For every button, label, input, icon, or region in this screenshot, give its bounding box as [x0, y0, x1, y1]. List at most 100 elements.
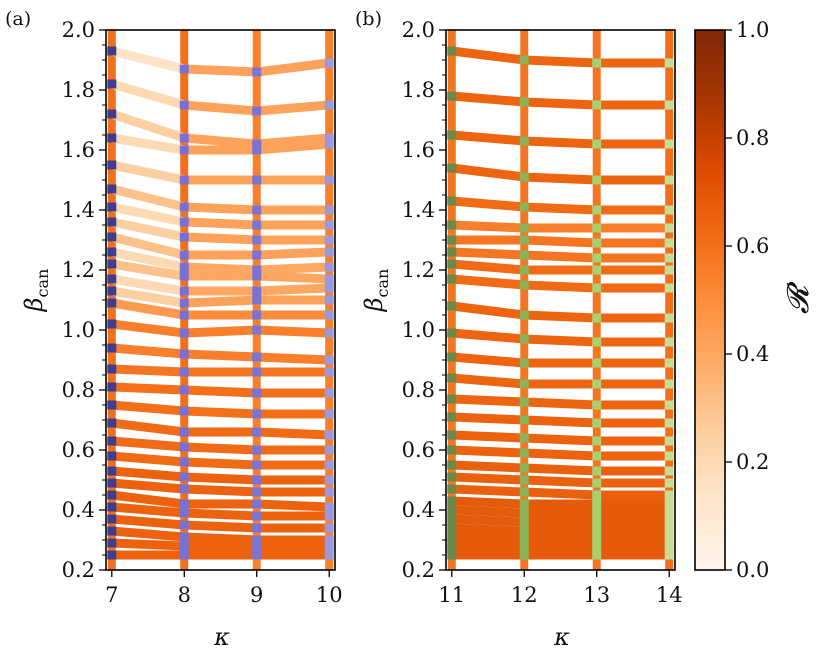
segment: [524, 97, 597, 110]
segment: [184, 385, 257, 398]
marker: [519, 463, 529, 473]
segment: [524, 280, 597, 293]
marker: [107, 418, 117, 428]
marker: [107, 202, 117, 212]
ytick-label: 0.2: [62, 558, 95, 582]
marker: [107, 79, 117, 89]
panel-a-ylabel-symbol: β: [20, 297, 48, 312]
segment: [451, 373, 525, 389]
marker: [447, 274, 457, 284]
marker: [107, 436, 117, 446]
marker: [447, 445, 457, 455]
segment: [111, 364, 185, 377]
panel-a-ylabel-sub: can: [33, 269, 52, 298]
colorbar-ticks: 0.0 0.2 0.4 0.6 0.8 1.0: [725, 18, 769, 582]
marker: [592, 379, 602, 389]
marker: [664, 313, 674, 323]
series-19: [447, 301, 674, 323]
marker: [252, 106, 262, 116]
segment: [451, 301, 525, 320]
colorbar-tick-label: 0.6: [736, 234, 769, 258]
ytick-label: 1.8: [402, 78, 435, 102]
series-18: [447, 328, 674, 347]
marker: [592, 238, 602, 248]
segment: [111, 502, 185, 518]
series-15: [107, 343, 334, 365]
marker: [252, 409, 262, 419]
segment: [451, 445, 525, 458]
segment: [111, 526, 185, 542]
segment: [524, 250, 597, 263]
marker: [179, 271, 189, 281]
marker: [107, 160, 117, 170]
marker: [664, 436, 674, 446]
marker: [664, 499, 674, 509]
marker: [107, 232, 117, 242]
marker: [252, 388, 262, 398]
segment: [111, 319, 185, 338]
marker: [447, 220, 457, 230]
segment: [111, 451, 185, 467]
marker: [107, 550, 117, 560]
series-6: [107, 490, 334, 512]
ytick-label: 1.6: [402, 138, 435, 162]
segment: [256, 352, 330, 365]
marker: [252, 265, 262, 275]
segment: [256, 133, 330, 149]
xtick-label: 8: [178, 583, 191, 607]
marker: [447, 496, 457, 506]
segment: [110, 160, 186, 185]
segment: [524, 334, 597, 347]
marker: [519, 235, 529, 245]
series-13: [447, 430, 674, 446]
colorbar-label: 𝓡: [781, 281, 816, 314]
series-14: [107, 364, 334, 377]
marker: [252, 499, 262, 509]
series-22: [447, 247, 674, 263]
segment: [524, 310, 597, 323]
segment: [111, 298, 186, 320]
ytick-label: 1.4: [402, 198, 435, 222]
segment: [451, 412, 525, 425]
segment: [451, 505, 525, 518]
series-11: [107, 418, 334, 440]
marker: [592, 451, 602, 461]
series-20: [447, 274, 674, 293]
ytick-label: 1.4: [62, 198, 95, 222]
series-17: [447, 352, 674, 368]
colorbar: 0.0 0.2 0.4 0.6 0.8 1.0 𝓡: [694, 18, 816, 582]
segment: [524, 487, 597, 500]
marker: [179, 232, 189, 242]
segment: [184, 442, 257, 455]
series-12: [107, 400, 334, 419]
series-29: [447, 46, 674, 68]
xtick-label: 7: [105, 583, 118, 607]
marker: [324, 328, 334, 338]
marker: [447, 235, 457, 245]
series-7: [447, 505, 674, 518]
segment: [451, 163, 525, 182]
marker: [519, 55, 529, 65]
marker: [324, 475, 334, 485]
segment: [110, 46, 186, 74]
marker: [664, 508, 674, 518]
marker: [447, 484, 457, 494]
marker: [324, 205, 334, 215]
marker: [447, 352, 457, 362]
marker: [179, 250, 189, 260]
marker: [179, 175, 189, 185]
marker: [664, 58, 674, 68]
segment: [184, 406, 257, 419]
marker: [664, 175, 674, 185]
series-7: [107, 478, 334, 497]
marker: [107, 502, 117, 512]
svg-text:βcan: βcan: [20, 269, 52, 313]
marker: [519, 223, 529, 233]
marker: [252, 325, 262, 335]
segment: [110, 247, 186, 272]
marker: [107, 514, 117, 524]
marker: [664, 379, 674, 389]
marker: [447, 328, 457, 338]
marker: [107, 274, 117, 284]
marker: [324, 295, 334, 305]
